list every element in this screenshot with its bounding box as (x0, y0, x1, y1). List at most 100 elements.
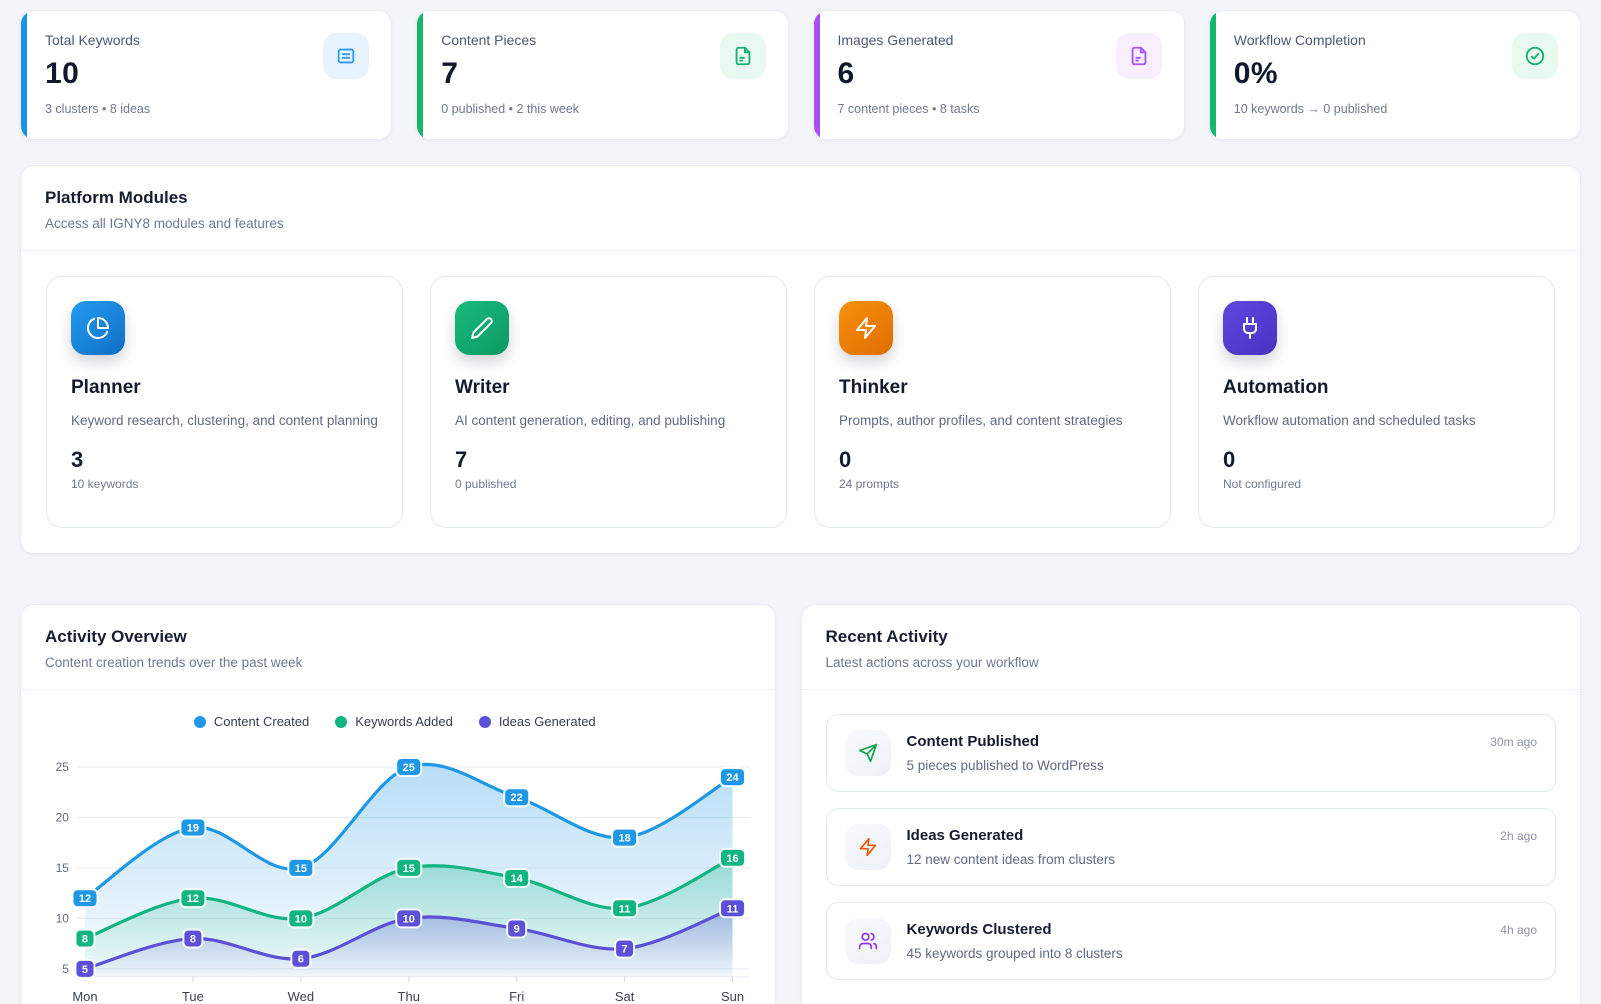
activity-item-title: Content Published (906, 733, 1040, 750)
check-circle-icon (1512, 33, 1558, 79)
point-label-badge (179, 817, 207, 838)
point-label-value: 10 (295, 913, 307, 925)
point-label-value: 24 (726, 772, 739, 784)
point-label-badge (611, 827, 639, 848)
activity-overview-header: Activity Overview Content creation trend… (21, 605, 775, 690)
point-label-badge (74, 958, 96, 979)
stats-row: Total Keywords 10 3 clusters • 8 ideas C… (20, 10, 1581, 140)
module-card-thinker[interactable]: Thinker Prompts, author profiles, and co… (814, 276, 1171, 528)
point-label-value: 8 (190, 934, 196, 946)
module-subtext: 24 prompts (839, 476, 900, 491)
section-subtitle: Access all IGNY8 modules and features (45, 216, 284, 231)
stat-card-workflow-completion: Workflow Completion 0% 10 keywords → 0 p… (1208, 10, 1581, 140)
y-tick-label: 25 (56, 760, 70, 774)
module-name: Planner (71, 377, 141, 398)
point-label-value: 16 (726, 853, 738, 865)
activity-item-description: 12 new content ideas from clusters (906, 852, 1116, 867)
point-label-badge (182, 928, 204, 949)
module-name: Automation (1223, 377, 1329, 398)
activity-item-title: Ideas Generated (906, 827, 1024, 844)
legend-item: Ideas Generated (478, 714, 596, 729)
point-label-badge (503, 787, 531, 808)
point-label-badge (395, 857, 423, 878)
dashboard: Total Keywords 10 3 clusters • 8 ideas C… (20, 10, 1581, 1004)
activity-overview-section: Activity Overview Content creation trend… (20, 604, 776, 1004)
stat-card-total-keywords: Total Keywords 10 3 clusters • 8 ideas (20, 10, 393, 140)
stat-value: 0% (1233, 57, 1279, 90)
legend-item: Content Created (193, 714, 310, 729)
activity-item-description: 5 pieces published to WordPress (906, 758, 1104, 773)
stat-value: 6 (837, 57, 855, 90)
point-label-badge (395, 756, 423, 777)
point-label-value: 10 (403, 913, 415, 925)
legend-item: Keywords Added (335, 714, 453, 729)
activity-item-content: Content Published 5 pieces published to … (907, 730, 1104, 773)
legend-label: Content Created (213, 714, 310, 729)
stat-label: Content Pieces (441, 32, 537, 48)
y-tick-label: 20 (56, 810, 70, 824)
point-label-badge (74, 928, 96, 949)
activity-line-chart: 5 10 15 20 25 Mon Tue Wed Thu Fri Sat Sun 12 19 15 25 22… (56, 756, 751, 1004)
send-icon (844, 730, 891, 776)
x-tick-label: Sun (721, 989, 744, 1004)
point-label-badge (611, 898, 639, 919)
series-area-ideas-generated (84, 908, 733, 977)
recent-activity-section: Recent Activity Latest actions across yo… (800, 604, 1581, 1004)
point-label-value: 15 (403, 863, 415, 875)
file-text-icon (719, 33, 766, 79)
list-icon (323, 33, 370, 79)
section-title: Recent Activity (825, 627, 948, 646)
stat-value: 10 (45, 57, 80, 90)
module-stat: 0 (1223, 446, 1236, 472)
activity-item-content: Keywords Clustered 45 keywords grouped i… (907, 918, 1123, 961)
users-icon (844, 918, 891, 964)
point-label-value: 12 (187, 893, 199, 905)
recent-activity-list: Content Published 5 pieces published to … (802, 690, 1580, 1004)
module-card-writer[interactable]: Writer AI content generation, editing, a… (430, 276, 787, 528)
modules-grid: Planner Keyword research, clustering, an… (21, 251, 1580, 553)
module-stat: 0 (839, 446, 852, 472)
stat-value: 7 (441, 57, 459, 90)
activity-item-timestamp: 30m ago (1490, 735, 1537, 749)
stat-subtext: 7 content pieces • 8 tasks (837, 102, 980, 116)
legend-label: Keywords Added (355, 714, 453, 729)
point-label-badge (719, 767, 747, 788)
stat-subtext: 10 keywords → 0 published (1233, 102, 1388, 116)
legend-label: Ideas Generated (498, 714, 596, 729)
point-label-value: 8 (82, 934, 88, 946)
module-description: Workflow automation and scheduled tasks (1223, 413, 1476, 428)
stat-label: Images Generated (837, 32, 954, 48)
module-card-automation[interactable]: Automation Workflow automation and sched… (1198, 276, 1555, 528)
module-card-planner[interactable]: Planner Keyword research, clustering, an… (46, 276, 403, 528)
bottom-row: Activity Overview Content creation trend… (20, 579, 1581, 1004)
recent-activity-header: Recent Activity Latest actions across yo… (801, 605, 1580, 690)
section-title: Activity Overview (45, 627, 187, 646)
file-image-icon (1115, 33, 1162, 79)
module-subtext: Not configured (1223, 476, 1302, 491)
point-label-value: 19 (187, 823, 199, 835)
activity-item-content-published: Content Published 5 pieces published to … (825, 714, 1556, 792)
x-tick-label: Wed (288, 989, 314, 1004)
legend-dot (478, 715, 491, 728)
zap-icon (844, 824, 891, 870)
pie-chart-icon (71, 301, 125, 355)
pencil-icon (455, 301, 509, 355)
point-label-value: 9 (514, 923, 520, 935)
stat-card-content-pieces: Content Pieces 7 0 published • 2 this we… (416, 10, 789, 140)
x-tick-label: Mon (72, 989, 97, 1004)
zap-icon (839, 301, 893, 355)
point-label-value: 14 (511, 873, 524, 885)
point-label-badge (719, 847, 747, 868)
module-stat: 3 (71, 446, 84, 472)
activity-item-keywords-clustered: Keywords Clustered 45 keywords grouped i… (825, 902, 1556, 980)
plug-icon (1223, 301, 1277, 355)
point-label-badge (503, 868, 531, 888)
x-tick-label: Tue (182, 989, 204, 1004)
stat-subtext: 0 published • 2 this week (441, 102, 580, 116)
module-name: Writer (455, 377, 510, 398)
point-label-badge (287, 908, 315, 929)
point-label-badge (179, 888, 207, 909)
activity-item-content: Ideas Generated 12 new content ideas fro… (907, 824, 1116, 867)
y-tick-label: 15 (56, 861, 70, 875)
section-title: Platform Modules (45, 188, 188, 207)
